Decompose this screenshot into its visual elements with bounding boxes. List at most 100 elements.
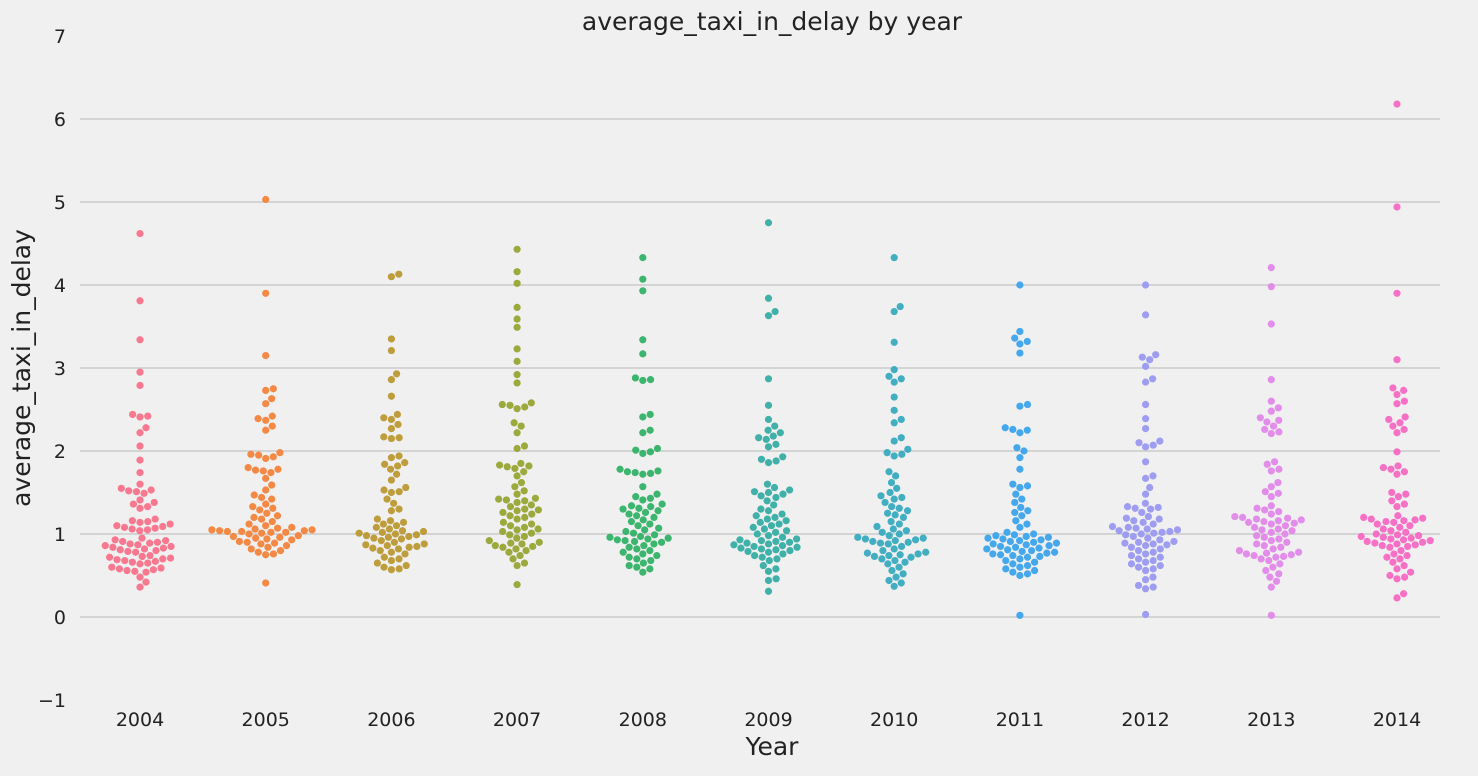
swarm-point	[891, 556, 899, 565]
swarm-point	[762, 435, 770, 443]
swarm-point	[391, 530, 400, 538]
swarm-point	[1419, 538, 1427, 546]
swarm-point	[362, 532, 371, 540]
swarm-point	[397, 535, 406, 543]
swarm-point	[1016, 555, 1024, 563]
swarm-point	[1134, 547, 1143, 555]
swarm-point	[534, 525, 542, 533]
swarm-point	[885, 532, 893, 540]
swarm-point	[1155, 515, 1163, 523]
swarm-point	[1142, 378, 1150, 386]
swarm-point	[151, 515, 159, 523]
swarm-point	[159, 555, 167, 563]
swarm-point	[893, 484, 901, 492]
swarm-point	[1143, 525, 1151, 533]
swarm-point	[144, 412, 152, 420]
swarm-point	[890, 495, 898, 503]
swarm-point	[639, 516, 647, 524]
swarm-point	[1142, 400, 1150, 409]
swarm-point	[1382, 517, 1390, 526]
swarm-point	[764, 459, 773, 467]
swarm-point	[888, 503, 896, 511]
swarm-point	[1393, 575, 1401, 583]
swarm-series-2007	[485, 245, 543, 589]
swarm-point	[996, 542, 1005, 551]
swarm-point	[395, 555, 403, 563]
swarm-point	[144, 559, 152, 567]
swarm-point	[387, 424, 395, 433]
swarm-point	[778, 510, 786, 518]
swarm-point	[1024, 507, 1032, 515]
swarm-point	[387, 346, 395, 355]
swarm-point	[255, 451, 263, 459]
swarm-point	[402, 483, 410, 492]
swarm-point	[919, 534, 927, 542]
x-tick-label: 2014	[1373, 709, 1421, 731]
y-tick-label: 5	[54, 192, 66, 214]
swarm-point	[513, 429, 521, 437]
swarm-point	[1002, 556, 1010, 565]
swarm-point	[387, 465, 395, 473]
swarm-point	[136, 229, 144, 238]
swarm-point	[1274, 489, 1282, 497]
swarm-point	[639, 413, 647, 421]
swarm-point	[395, 488, 403, 496]
swarm-point	[897, 579, 905, 587]
swarm-point	[162, 537, 170, 545]
swarm-point	[263, 509, 271, 517]
x-tick-label: 2006	[367, 709, 415, 731]
swarm-point	[387, 488, 395, 497]
swarm-point	[895, 530, 903, 538]
swarm-point	[143, 526, 152, 534]
swarm-point	[108, 563, 116, 571]
swarm-point	[771, 513, 779, 522]
y-tick-label: 2	[54, 441, 66, 463]
swarm-point	[499, 508, 507, 517]
swarm-point	[1396, 419, 1404, 427]
swarm-point	[1275, 416, 1283, 424]
swarm-series-2006	[355, 270, 428, 574]
swarm-point	[890, 452, 898, 460]
swarm-point	[387, 556, 395, 565]
swarm-point	[369, 544, 377, 552]
swarm-point	[1030, 558, 1039, 566]
swarm-point	[1275, 465, 1283, 473]
swarm-point	[1389, 558, 1397, 566]
swarm-point	[897, 542, 906, 551]
swarm-point	[387, 434, 395, 443]
swarm-point	[1011, 543, 1020, 551]
swarm-point	[1154, 503, 1162, 512]
swarm-point	[511, 464, 519, 473]
swarm-point	[149, 566, 157, 574]
swarm-point	[1393, 503, 1401, 511]
swarm-point	[625, 553, 633, 561]
swarm-point	[262, 351, 270, 360]
swarm-point	[528, 510, 536, 518]
swarm-point	[138, 534, 146, 542]
swarm-point	[499, 527, 507, 536]
swarm-point	[764, 540, 773, 548]
swarm-point	[510, 419, 518, 427]
swarm-point	[1267, 502, 1275, 510]
swarm-point	[1400, 561, 1408, 570]
swarm-point	[1388, 497, 1396, 505]
swarm-point	[1030, 566, 1039, 575]
swarm-point	[763, 480, 772, 488]
swarm-point	[144, 517, 152, 526]
swarm-point	[1267, 283, 1275, 291]
swarm-point	[1378, 542, 1386, 550]
swarm-point	[383, 495, 391, 503]
swarm-point	[749, 523, 757, 531]
swarm-point	[527, 399, 535, 407]
swarm-point	[664, 534, 672, 542]
swarm-point	[772, 575, 780, 583]
swarm-point	[633, 555, 641, 563]
swarm-point	[646, 448, 655, 456]
swarm-point	[757, 505, 765, 513]
swarm-point	[616, 465, 624, 473]
swarm-point	[1009, 551, 1017, 560]
swarm-point	[878, 528, 886, 536]
swarm-point	[1124, 523, 1132, 531]
swarm-point	[885, 576, 893, 585]
